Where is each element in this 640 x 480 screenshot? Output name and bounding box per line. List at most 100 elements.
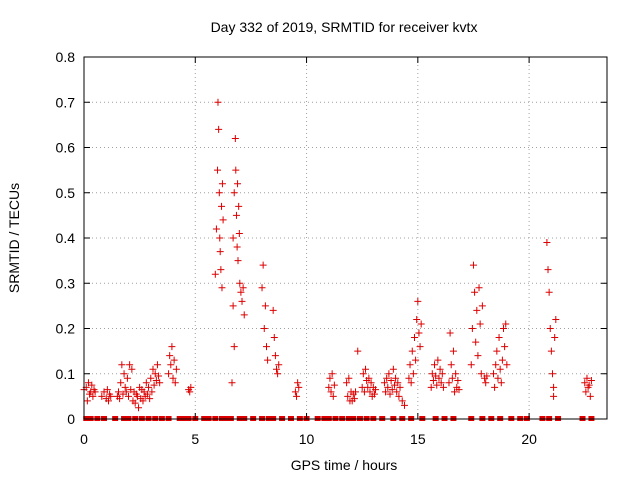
data-point xyxy=(372,386,380,394)
data-point xyxy=(367,379,375,387)
data-point xyxy=(123,374,131,382)
data-point xyxy=(262,343,270,351)
data-point xyxy=(548,370,556,378)
data-point xyxy=(239,284,247,292)
data-point xyxy=(114,388,122,396)
data-point xyxy=(238,297,246,305)
data-point xyxy=(543,239,551,247)
points-layer xyxy=(80,98,595,421)
data-point xyxy=(291,388,299,396)
data-point xyxy=(417,320,425,328)
data-point xyxy=(475,284,483,292)
data-point xyxy=(232,211,240,219)
data-point xyxy=(295,383,303,391)
data-point xyxy=(218,202,226,210)
data-point xyxy=(412,356,420,364)
data-point xyxy=(215,125,223,133)
data-point xyxy=(388,386,396,394)
data-point xyxy=(383,374,391,382)
data-point xyxy=(125,392,133,400)
data-point xyxy=(120,370,128,378)
data-point xyxy=(343,379,351,387)
data-point xyxy=(551,334,559,342)
data-point xyxy=(503,361,511,369)
data-point xyxy=(380,379,388,387)
data-point xyxy=(234,180,242,188)
x-tick-label: 20 xyxy=(521,431,537,447)
data-point xyxy=(455,386,463,394)
data-point xyxy=(271,352,279,360)
data-point xyxy=(156,379,164,387)
data-point xyxy=(471,288,479,296)
data-point xyxy=(344,392,352,400)
data-point xyxy=(445,379,453,387)
x-axis-label: GPS time / hours xyxy=(291,457,398,473)
data-point xyxy=(259,261,267,269)
data-point xyxy=(153,361,161,369)
y-axis-label: SRMTID / TECUs xyxy=(6,183,22,293)
x-tick-label: 5 xyxy=(191,431,199,447)
data-point xyxy=(483,372,491,380)
data-point xyxy=(91,388,99,396)
data-point xyxy=(365,374,373,382)
data-point xyxy=(451,388,459,396)
y-tick-label: 0.2 xyxy=(56,321,76,337)
data-point xyxy=(325,383,333,391)
data-point xyxy=(167,361,175,369)
data-point xyxy=(232,166,240,174)
data-point xyxy=(135,404,143,412)
y-tick-label: 0.6 xyxy=(56,140,76,156)
data-point xyxy=(359,370,367,378)
data-point xyxy=(415,329,423,337)
data-point xyxy=(326,374,334,382)
data-point xyxy=(230,189,238,197)
data-point xyxy=(328,370,336,378)
data-point xyxy=(122,388,130,396)
y-tick-label: 0.1 xyxy=(56,366,76,382)
y-tick-label: 0.8 xyxy=(56,49,76,65)
data-point xyxy=(150,381,158,389)
data-point xyxy=(269,306,277,314)
data-point xyxy=(501,343,509,351)
data-point xyxy=(474,352,482,360)
data-point xyxy=(236,279,244,287)
data-point xyxy=(352,388,360,396)
data-point xyxy=(492,361,500,369)
data-point xyxy=(431,361,439,369)
x-tick-label: 0 xyxy=(80,431,88,447)
data-point xyxy=(270,334,278,342)
data-point xyxy=(384,383,392,391)
data-point xyxy=(582,388,590,396)
data-point xyxy=(139,397,147,405)
data-point xyxy=(389,365,397,373)
data-point xyxy=(88,381,96,389)
data-point xyxy=(214,98,222,106)
data-point xyxy=(413,315,421,323)
data-point xyxy=(218,180,226,188)
data-point xyxy=(408,347,416,355)
data-point xyxy=(228,379,236,387)
data-point xyxy=(546,325,554,332)
data-point xyxy=(385,370,393,378)
data-point xyxy=(117,379,125,387)
data-point xyxy=(275,361,283,369)
data-point xyxy=(107,392,115,400)
data-point xyxy=(502,320,510,328)
data-point xyxy=(491,383,499,391)
data-point xyxy=(83,397,91,405)
data-point xyxy=(233,243,241,251)
data-point xyxy=(496,365,504,373)
data-point xyxy=(498,356,506,364)
data-point xyxy=(121,383,129,391)
data-point xyxy=(116,395,124,403)
data-point xyxy=(452,370,460,378)
data-point xyxy=(354,347,362,355)
data-point xyxy=(489,370,497,378)
data-point xyxy=(550,392,558,400)
data-point xyxy=(211,270,219,278)
y-tick-label: 0.4 xyxy=(56,230,76,246)
data-point xyxy=(219,216,227,224)
data-point xyxy=(438,370,446,378)
data-point xyxy=(545,288,553,296)
data-point xyxy=(448,374,456,382)
